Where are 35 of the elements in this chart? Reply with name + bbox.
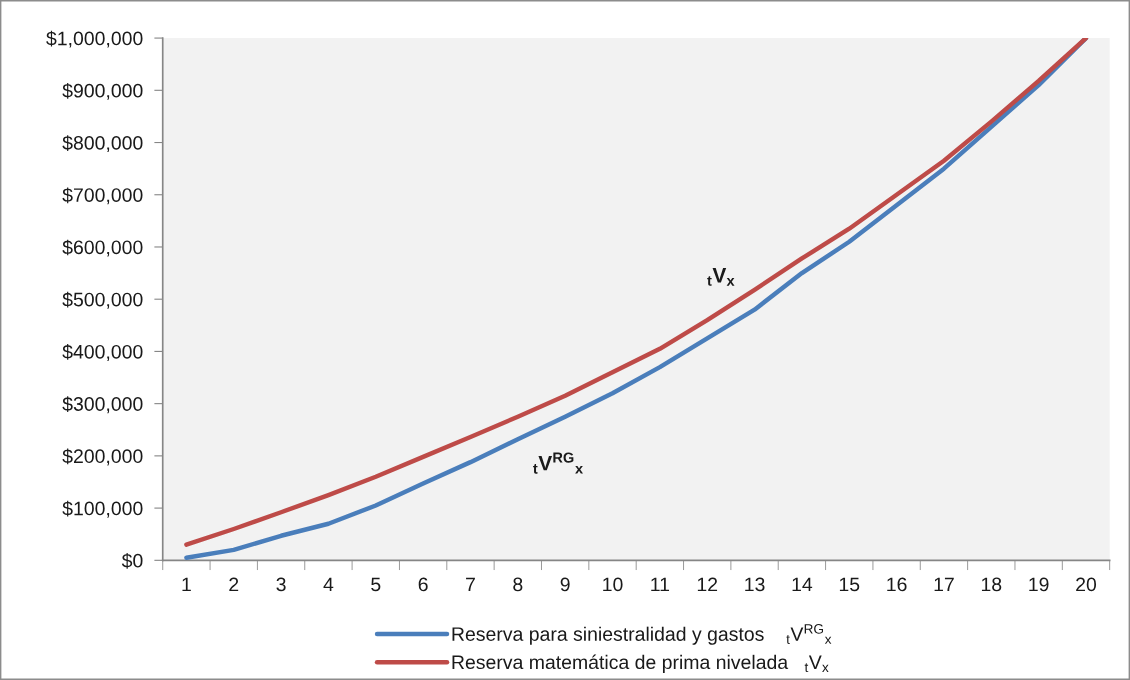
x-tick-label: 15 (839, 577, 860, 592)
y-tick-label: $800,000 (62, 135, 143, 153)
y-tick-label: $900,000 (62, 82, 143, 100)
x-tick-label: 11 (651, 577, 670, 592)
x-tick-label: 8 (513, 577, 523, 592)
x-tick-label: 12 (697, 577, 718, 592)
y-tick-label: $0 (121, 552, 143, 569)
y-tick-label: $700,000 (62, 187, 143, 205)
y-tick-label: $300,000 (62, 396, 143, 414)
x-tick-label: 9 (560, 577, 570, 592)
x-tick-label: 7 (466, 577, 475, 592)
x-tick-label: 14 (792, 577, 813, 592)
x-tick-label: 13 (745, 577, 765, 592)
y-tick-label: $400,000 (62, 344, 143, 361)
annotation: $_{t}$V$_{x}$ (707, 268, 735, 286)
y-tick-label: $600,000 (62, 239, 143, 257)
y-tick-label: $200,000 (62, 448, 143, 466)
annotation: $_{t}$V$^{RG}$$_{x}$ (533, 452, 584, 474)
x-tick-label: 5 (371, 577, 381, 592)
x-tick-label: 6 (418, 577, 428, 592)
y-tick-label: $500,000 (62, 291, 143, 309)
x-tick-label: 19 (1029, 577, 1049, 592)
y-tick-label: $100,000 (62, 500, 143, 518)
x-tick-label: 4 (323, 577, 334, 592)
x-tick-label: 16 (887, 577, 907, 592)
x-tick-label: 1 (182, 577, 191, 592)
x-tick-label: 10 (603, 577, 623, 592)
legend-label: Reserva matemática de prima nivelada $_{t}$V$_{x}$ (452, 654, 829, 673)
y-tick-label: $1,000,000 (46, 30, 143, 48)
x-tick-label: 20 (1076, 577, 1097, 592)
x-tick-label: 18 (981, 577, 1002, 592)
x-tick-label: 2 (229, 577, 239, 592)
x-tick-label: 17 (934, 577, 954, 592)
x-tick-label: 3 (276, 577, 286, 592)
legend-label: Reserva para siniestralidad y gastos $_{t}$V$^{RG}$$_{x}$ (452, 624, 832, 645)
